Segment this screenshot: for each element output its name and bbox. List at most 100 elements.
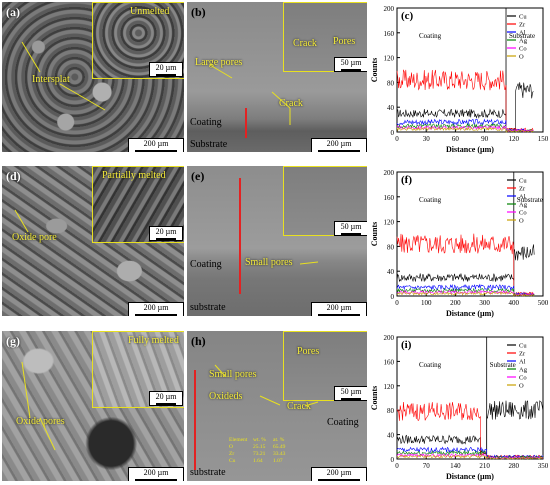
callout-oxide-pores: Oxide pores bbox=[16, 416, 65, 427]
x-tick-label: 150 bbox=[538, 135, 549, 143]
legend-entry-cu: Cu bbox=[519, 178, 527, 185]
inset-g bbox=[92, 331, 184, 408]
x-tick-label: 280 bbox=[509, 462, 520, 470]
eds-row: Zr 73.21 33.43 bbox=[229, 451, 286, 457]
legend-entry-zr: Zr bbox=[519, 351, 526, 358]
scale-inset-a: 20 µm bbox=[149, 62, 183, 77]
x-tick-label: 120 bbox=[509, 135, 520, 143]
series-line-al bbox=[396, 283, 535, 297]
series-line-o bbox=[396, 454, 544, 460]
legend-entry-cu: Cu bbox=[519, 343, 527, 350]
y-axis-label: Counts bbox=[370, 58, 379, 82]
y-tick-label: 120 bbox=[384, 383, 395, 391]
x-tick-label: 210 bbox=[479, 462, 490, 470]
callout-small-pores-h: Small pores bbox=[209, 369, 257, 380]
legend-entry-o: O bbox=[519, 218, 524, 225]
callout-small-pores-e: Small pores bbox=[245, 257, 293, 268]
callout-oxideds: Oxideds bbox=[209, 391, 243, 402]
series-line-co bbox=[396, 289, 535, 297]
micrograph-a: (a) Unmelted Intersplat 20 µm 200 µm bbox=[2, 2, 184, 152]
eds-row: Cu 1.64 1.07 bbox=[229, 458, 283, 464]
scale-main-e: 200 µm bbox=[311, 302, 367, 316]
x-tick-label: 300 bbox=[479, 299, 490, 307]
legend-entry-co: Co bbox=[519, 46, 527, 53]
x-tick-label: 0 bbox=[395, 462, 399, 470]
legend-entry-al: Al bbox=[519, 30, 526, 37]
panel-label-b: (b) bbox=[191, 5, 206, 19]
legend-entry-co: Co bbox=[519, 210, 527, 217]
callout-crack-h: Crack bbox=[287, 401, 311, 412]
series-line-al bbox=[396, 118, 534, 132]
legend-entry-zr: Zr bbox=[519, 186, 526, 193]
region-label-substrate: Substrate bbox=[517, 196, 543, 204]
scale-inset-g: 20 µm bbox=[149, 391, 183, 406]
legend-entry-zr: Zr bbox=[519, 22, 526, 29]
series-line-zr bbox=[396, 69, 534, 132]
x-tick-label: 100 bbox=[421, 299, 432, 307]
y-tick-label: 200 bbox=[384, 5, 395, 13]
x-axis-label: Distance (µm) bbox=[446, 472, 494, 481]
legend-entry-co: Co bbox=[519, 375, 527, 382]
series-line-o bbox=[396, 291, 535, 297]
x-tick-label: 90 bbox=[481, 135, 489, 143]
x-tick-label: 70 bbox=[423, 462, 431, 470]
y-axis-label: Counts bbox=[370, 222, 379, 246]
x-tick-label: 400 bbox=[509, 299, 520, 307]
y-tick-label: 200 bbox=[384, 169, 395, 177]
panel-label-e: (e) bbox=[191, 169, 205, 183]
x-tick-label: 0 bbox=[395, 135, 399, 143]
series-line-ag bbox=[396, 287, 535, 297]
x-tick-label: 200 bbox=[450, 299, 461, 307]
y-tick-label: 80 bbox=[387, 243, 395, 251]
series-line-cu bbox=[396, 400, 544, 456]
eds-table-header: Element wt. % at. % bbox=[229, 437, 285, 443]
legend-entry-ag: Ag bbox=[519, 38, 528, 45]
y-tick-label: 160 bbox=[384, 30, 395, 38]
scale-inset-b: 50 µm bbox=[334, 57, 367, 72]
callout-large-pores: Large pores bbox=[195, 57, 243, 68]
micrograph-b: (b) Crack Pores Large pores Crack Coatin… bbox=[187, 2, 367, 152]
series-line-cu bbox=[396, 82, 534, 132]
region-label-coating: Coating bbox=[419, 361, 442, 369]
y-tick-label: 200 bbox=[384, 334, 395, 342]
chart-i: 0 40 80 120 160 200 0 70 140 210 280 350 Distance (µ… bbox=[369, 331, 549, 485]
legend-entry-ag: Ag bbox=[519, 202, 528, 209]
scale-main-g: 200 µm bbox=[128, 467, 184, 481]
coating-label-e: Coating bbox=[190, 259, 222, 270]
scale-inset-d: 20 µm bbox=[149, 226, 183, 241]
series-line-zr bbox=[396, 233, 535, 296]
scale-main-d: 200 µm bbox=[128, 302, 184, 316]
y-axis-label: Counts bbox=[370, 386, 379, 410]
region-label-coating: Coating bbox=[419, 32, 442, 40]
panel-label-f: (f) bbox=[401, 174, 412, 186]
plot-frame bbox=[396, 171, 544, 297]
callout-pores: Pores bbox=[333, 36, 356, 47]
panel-label-i: (i) bbox=[401, 339, 412, 351]
series-line-al bbox=[396, 446, 544, 459]
substrate-label-h: substrate bbox=[190, 467, 226, 478]
legend-entry-al: Al bbox=[519, 194, 526, 201]
legend-entry-ag: Ag bbox=[519, 367, 528, 374]
coating-label-b: Coating bbox=[190, 117, 222, 128]
region-label-substrate: Substrate bbox=[490, 361, 516, 369]
y-tick-label: 40 bbox=[387, 432, 395, 440]
y-tick-label: 40 bbox=[387, 104, 395, 112]
region-label-substrate: Substrate bbox=[509, 32, 535, 40]
x-tick-label: 60 bbox=[452, 135, 460, 143]
micrograph-d: (d) Partially melted Oxide pore 20 µm 20… bbox=[2, 166, 184, 316]
inset-label-a: Unmelted bbox=[130, 6, 170, 17]
y-tick-label: 80 bbox=[387, 79, 395, 87]
region-label-coating: Coating bbox=[419, 196, 442, 204]
y-tick-label: 40 bbox=[387, 268, 395, 276]
substrate-label-b: Substrate bbox=[190, 139, 228, 150]
scale-main-h: 200 µm bbox=[311, 467, 367, 481]
coating-label-h: Coating bbox=[327, 417, 359, 428]
legend-entry-o: O bbox=[519, 383, 524, 390]
x-tick-label: 0 bbox=[395, 299, 399, 307]
callout-crack-inset: Crack bbox=[293, 38, 317, 49]
plot-frame bbox=[396, 336, 544, 460]
y-tick-label: 80 bbox=[387, 407, 395, 415]
callout-crack: Crack bbox=[279, 98, 303, 109]
chart-f: 0 40 80 120 160 200 0 100 200 300 400 500 Distance (… bbox=[369, 166, 549, 322]
